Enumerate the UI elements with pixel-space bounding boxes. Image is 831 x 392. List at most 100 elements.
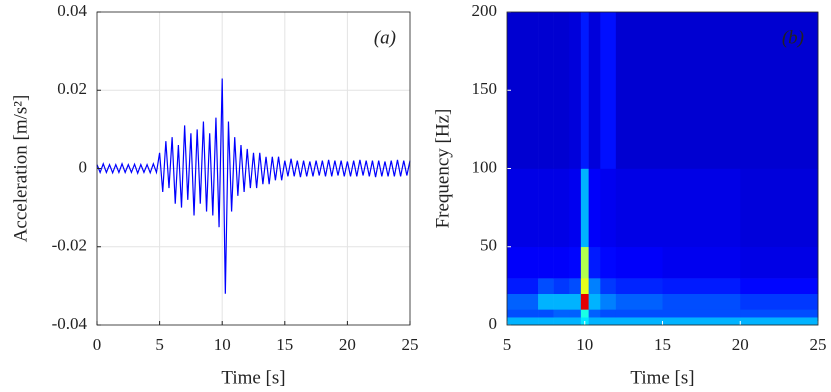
spectrogram-cell bbox=[662, 309, 741, 318]
spectrogram-cell bbox=[553, 278, 570, 294]
spectrogram-cell bbox=[600, 317, 617, 326]
x-tick-label: 10 bbox=[576, 335, 593, 354]
spectrogram-cell bbox=[740, 168, 819, 248]
spectrogram-cell bbox=[662, 317, 741, 326]
spectrogram-cell bbox=[615, 168, 663, 248]
y-tick-label: -0.04 bbox=[52, 314, 88, 333]
y-tick-label: 0 bbox=[79, 157, 88, 176]
x-tick-label: 10 bbox=[214, 335, 231, 354]
spectrogram-cell bbox=[615, 278, 663, 294]
spectrogram-cell bbox=[538, 278, 554, 294]
spectrogram-cell bbox=[615, 12, 663, 169]
x-tick-label: 25 bbox=[402, 335, 419, 354]
spectrogram-cell bbox=[553, 309, 570, 318]
x-tick-label: 15 bbox=[276, 335, 293, 354]
spectrogram-cell bbox=[600, 293, 617, 310]
spectrogram-cell bbox=[580, 246, 589, 279]
spectrogram-cell bbox=[600, 12, 617, 169]
spectrogram-cell bbox=[580, 293, 589, 310]
spectrogram-cell bbox=[538, 317, 554, 326]
x-axis-label: Time [s] bbox=[221, 367, 285, 388]
spectrogram-cell bbox=[588, 309, 601, 318]
spectrogram-cell bbox=[569, 246, 582, 279]
spectrogram-cell bbox=[662, 278, 741, 294]
x-tick-label: 0 bbox=[93, 335, 102, 354]
spectrogram-cell bbox=[553, 12, 570, 169]
y-tick-label: -0.02 bbox=[52, 236, 87, 255]
axes-box bbox=[506, 11, 819, 326]
spectrogram-cell bbox=[740, 246, 819, 279]
spectrogram-cell bbox=[507, 168, 539, 248]
spectrogram-cell bbox=[507, 246, 539, 279]
y-tick-label: 150 bbox=[472, 79, 498, 98]
spectrogram-cell bbox=[588, 246, 601, 279]
x-tick-label: 15 bbox=[654, 335, 671, 354]
x-tick-label: 5 bbox=[155, 335, 164, 354]
spectrogram-cell bbox=[538, 309, 554, 318]
spectrogram-cell bbox=[569, 12, 582, 169]
spectrogram-cell bbox=[740, 12, 819, 169]
x-tick-label: 5 bbox=[503, 335, 512, 354]
spectrogram-cell bbox=[588, 278, 601, 294]
spectrogram-cell bbox=[538, 246, 554, 279]
spectrogram-cell bbox=[588, 12, 601, 169]
y-tick-label: 0 bbox=[489, 314, 498, 333]
spectrogram-cell bbox=[740, 309, 819, 318]
spectrogram-cell bbox=[538, 168, 554, 248]
spectrogram-cell bbox=[569, 293, 582, 310]
spectrogram-cell bbox=[507, 12, 539, 169]
spectrogram-cell bbox=[580, 309, 589, 318]
spectrogram-cell bbox=[615, 246, 663, 279]
spectrogram-cell bbox=[662, 12, 741, 169]
spectrogram-cell bbox=[662, 246, 741, 279]
x-tick-label: 25 bbox=[810, 335, 827, 354]
y-tick-label: 100 bbox=[472, 157, 498, 176]
x-tick-label: 20 bbox=[339, 335, 356, 354]
y-tick-label: 200 bbox=[472, 1, 498, 20]
spectrogram-cell bbox=[553, 168, 570, 248]
spectrogram-cell bbox=[662, 168, 741, 248]
spectrogram-cell bbox=[569, 168, 582, 248]
y-axis-label: Acceleration [m/s²] bbox=[10, 95, 31, 243]
spectrogram-cell bbox=[615, 309, 663, 318]
spectrogram-cell bbox=[507, 309, 539, 318]
y-tick-label: 50 bbox=[480, 236, 497, 255]
spectrogram-cell bbox=[553, 293, 570, 310]
signal-line bbox=[96, 78, 411, 294]
spectrogram-cell bbox=[580, 168, 589, 248]
spectrogram-cell bbox=[507, 293, 539, 310]
spectrogram-cell bbox=[740, 278, 819, 294]
spectrogram-cell bbox=[740, 317, 819, 326]
panel-label: (a) bbox=[374, 27, 396, 48]
spectrogram-cell bbox=[662, 293, 741, 310]
spectrogram-cell bbox=[600, 278, 617, 294]
spectrogram-cell bbox=[553, 246, 570, 279]
spectrogram-cell bbox=[569, 278, 582, 294]
spectrogram-cell bbox=[580, 12, 589, 169]
spectrogram-cell bbox=[600, 246, 617, 279]
spectrogram-cell bbox=[507, 278, 539, 294]
spectrogram-cell bbox=[538, 12, 554, 169]
y-tick-label: 0.02 bbox=[57, 79, 87, 98]
x-axis-label: Time [s] bbox=[630, 367, 694, 388]
spectrogram-cell bbox=[615, 293, 663, 310]
spectrogram-cell bbox=[580, 278, 589, 294]
spectrogram-cell bbox=[553, 317, 570, 326]
spectrogram-cell bbox=[538, 293, 554, 310]
spectrogram-cell bbox=[588, 293, 601, 310]
spectrogram-cell bbox=[569, 309, 582, 318]
spectrogram-cell bbox=[600, 168, 617, 248]
axes-box bbox=[96, 11, 411, 326]
spectrogram-cell bbox=[600, 309, 617, 318]
spectrogram-cell bbox=[588, 317, 601, 326]
spectrogram-cell bbox=[588, 168, 601, 248]
panel-label: (b) bbox=[782, 27, 804, 48]
y-axis-label: Frequency [Hz] bbox=[432, 109, 453, 229]
y-tick-label: 0.04 bbox=[57, 1, 87, 20]
x-tick-label: 20 bbox=[732, 335, 749, 354]
spectrogram-cell bbox=[507, 317, 539, 326]
spectrogram-cell bbox=[615, 317, 663, 326]
spectrogram-cell bbox=[740, 293, 819, 310]
spectrogram-cell bbox=[569, 317, 582, 326]
